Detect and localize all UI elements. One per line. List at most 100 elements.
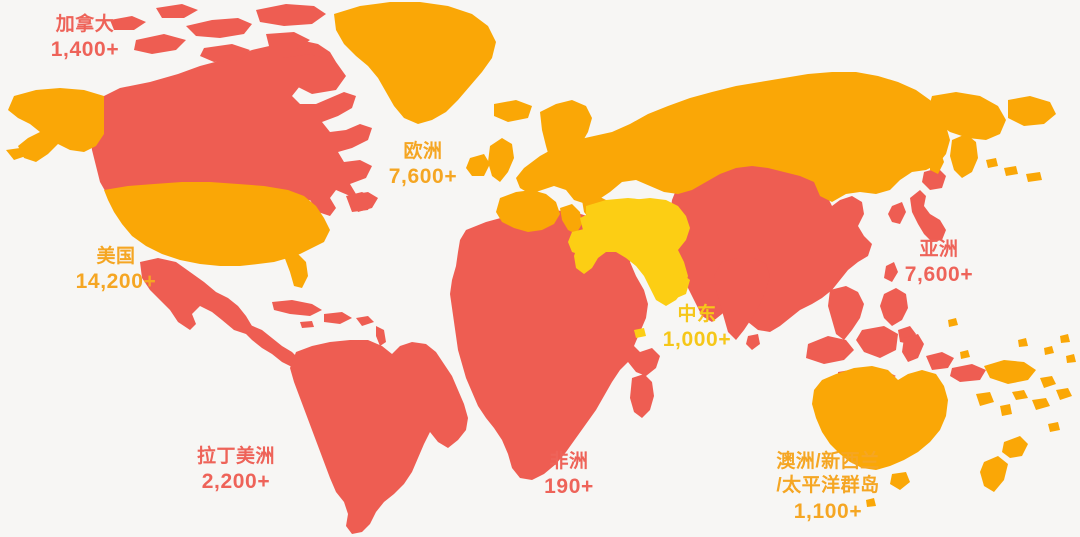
region-label-usa: 美国 14,200+ <box>50 245 182 296</box>
region-label-europe: 欧洲 7,600+ <box>364 140 482 191</box>
region-label-middle-east-name: 中东 <box>677 304 717 325</box>
region-shape-turkey <box>586 198 656 220</box>
region-shape-jamaica <box>300 321 314 328</box>
region-shape-papua-west <box>950 364 986 382</box>
region-shape-great-britain <box>488 138 514 182</box>
region-shape-kuril-1 <box>986 158 998 168</box>
region-label-usa-value: 14,200+ <box>75 270 157 294</box>
region-shape-papua-new-guinea <box>984 360 1036 384</box>
region-shape-egypt-sinai <box>568 228 598 256</box>
region-shape-lesser-antilles <box>376 326 386 346</box>
region-shape-indonesia-east <box>926 352 954 370</box>
region-shape-southeast-asia <box>828 286 864 340</box>
region-shape-greenland <box>334 2 496 124</box>
region-shape-cuba <box>272 300 322 316</box>
region-shape-sri-lanka <box>746 334 760 350</box>
region-label-europe-value: 7,600+ <box>388 165 458 189</box>
region-shape-taiwan <box>884 262 898 282</box>
region-label-usa-name: 美国 <box>96 246 136 267</box>
region-shape-europe-russia <box>516 72 950 204</box>
region-shape-pacific-island-1 <box>1040 376 1056 388</box>
region-label-middle-east-value: 1,000+ <box>662 328 732 352</box>
region-label-latin-america: 拉丁美洲 2,200+ <box>160 445 312 496</box>
region-shape-africa <box>450 210 660 480</box>
region-shape-micro-island-7 <box>866 498 876 507</box>
region-shape-florida <box>284 254 308 288</box>
yellow-regions-group <box>568 198 690 338</box>
region-shape-south-america <box>290 340 468 534</box>
region-shape-micro-island-3 <box>1044 346 1054 355</box>
region-shape-iceland <box>494 100 532 122</box>
region-shape-canada-arctic-2 <box>256 4 326 26</box>
region-shape-micro-island-6 <box>948 318 958 327</box>
region-shape-canada-arctic-5 <box>266 32 310 50</box>
region-shape-kuril-2 <box>1004 166 1018 176</box>
orange-regions-group <box>6 2 1076 507</box>
region-shape-canada-arctic-4 <box>200 44 250 62</box>
region-label-africa-name: 非洲 <box>549 451 589 472</box>
region-shape-canada-island-n1 <box>110 16 146 30</box>
region-label-asia: 亚洲 7,600+ <box>880 238 998 289</box>
region-shape-borneo <box>856 326 898 358</box>
region-shape-pacific-island-4 <box>1056 388 1072 400</box>
region-shape-western-europe <box>496 190 560 232</box>
region-shape-chukotka <box>1008 96 1056 126</box>
region-label-latin-america-value: 2,200+ <box>201 470 271 494</box>
region-label-europe-name: 欧洲 <box>403 141 443 162</box>
region-label-oceania-name-line2: /太平洋群岛 <box>776 475 880 497</box>
region-shape-japan-hokkaido <box>922 168 946 190</box>
region-shape-fiji <box>1048 422 1060 432</box>
region-shape-tasmania <box>890 472 910 490</box>
region-shape-new-zealand-south <box>980 456 1008 492</box>
region-shape-korea <box>888 202 906 224</box>
region-shape-russia-ne <box>928 92 1006 140</box>
region-shape-kamchatka <box>950 134 978 178</box>
region-shape-hispaniola <box>324 312 352 324</box>
region-label-africa-value: 190+ <box>544 475 594 499</box>
region-shape-india <box>714 258 770 340</box>
region-shape-new-zealand-north <box>1002 436 1028 458</box>
region-shape-sulawesi <box>902 334 924 362</box>
region-shape-madagascar <box>630 374 654 418</box>
region-shape-australia <box>812 366 948 470</box>
region-shape-puerto-rico <box>356 316 374 326</box>
region-label-africa: 非洲 190+ <box>512 450 626 501</box>
region-shape-canada-arctic-1 <box>186 18 252 38</box>
region-label-oceania: 澳洲/新西兰 /太平洋群岛 1,100+ <box>740 450 916 526</box>
region-shape-mexico <box>140 258 252 334</box>
region-shape-canada-newfoundland <box>346 192 374 212</box>
region-label-canada-value: 1,400+ <box>50 38 120 62</box>
region-label-latin-america-name: 拉丁美洲 <box>196 446 275 467</box>
region-shape-ireland <box>466 154 490 176</box>
region-shape-alaska-aleutians <box>6 148 26 160</box>
region-label-asia-value: 7,600+ <box>904 263 974 287</box>
region-shape-alaska <box>8 88 104 162</box>
region-shape-mideast-dot <box>634 328 646 338</box>
region-shape-canada-baffin <box>280 54 346 94</box>
region-label-canada: 加拿大 1,400+ <box>24 13 146 64</box>
region-shape-canada-island-n2 <box>156 4 198 18</box>
region-shape-new-caledonia <box>976 392 994 406</box>
region-label-oceania-name: 澳洲/新西兰 <box>776 451 880 472</box>
region-shape-micro-island-4 <box>1060 334 1070 343</box>
region-shape-micro-island-5 <box>1066 354 1076 363</box>
region-label-asia-name: 亚洲 <box>919 239 959 260</box>
region-label-middle-east: 中东 1,000+ <box>640 303 754 354</box>
region-shape-yemen-oman <box>662 272 690 300</box>
region-shape-middle-east <box>574 198 690 306</box>
region-shape-japan <box>910 190 946 242</box>
region-shape-canada-arctic-3 <box>134 34 186 54</box>
region-shape-usa-mainland <box>104 182 330 266</box>
region-shape-sakhalin <box>930 150 944 174</box>
region-shape-kuril-3 <box>1026 172 1042 182</box>
region-shape-scandinavia <box>540 100 592 166</box>
region-shape-pacific-island-3 <box>1032 398 1050 410</box>
region-shape-pacific-island-2 <box>1012 390 1028 400</box>
region-shape-central-america <box>244 324 300 368</box>
region-label-canada-name: 加拿大 <box>55 14 115 35</box>
region-shape-vanuatu <box>1000 404 1012 416</box>
region-shape-micro-island-1 <box>960 350 970 359</box>
region-shape-philippines <box>880 288 908 326</box>
